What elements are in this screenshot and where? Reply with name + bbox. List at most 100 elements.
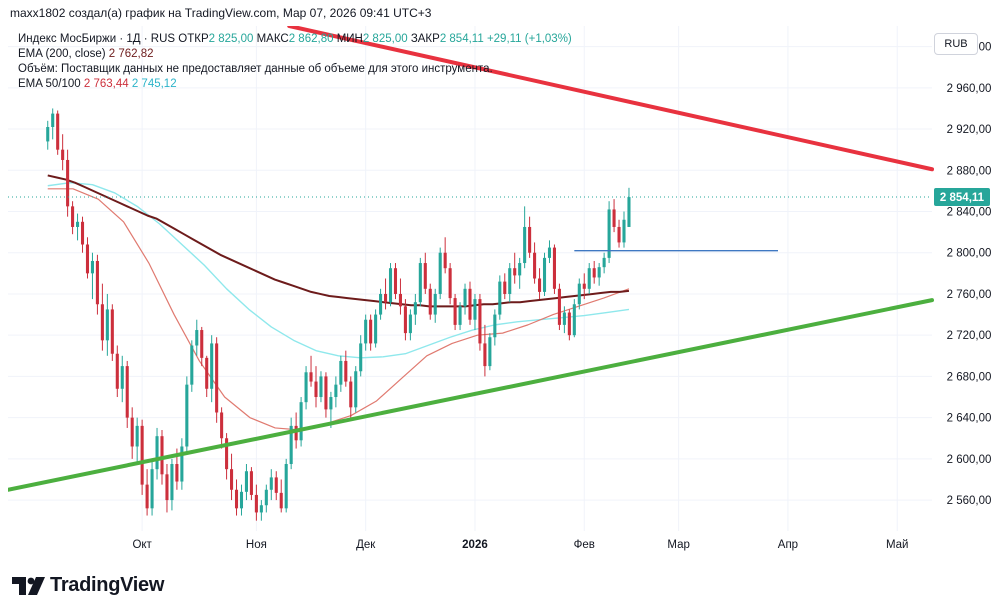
- price-chart[interactable]: 3 000,002 960,002 920,002 880,002 840,00…: [6, 24, 998, 556]
- ema100-line: [47, 181, 630, 359]
- candle-body: [592, 268, 596, 278]
- moving-averages: [47, 174, 630, 431]
- candle-body: [165, 474, 169, 501]
- price-tick-label: 2 600,00: [947, 454, 992, 466]
- candle-body: [393, 268, 398, 294]
- candle-body: [602, 257, 606, 268]
- candle-body: [612, 209, 616, 227]
- candle-body: [344, 360, 348, 382]
- time-tick-label: Фев: [574, 539, 595, 551]
- legend-ema200-row[interactable]: EMA (200, close) 2 762,82: [18, 47, 572, 62]
- candle-body: [513, 268, 517, 276]
- candle-body: [249, 471, 253, 495]
- candle-body: [120, 366, 124, 389]
- candle-body: [230, 469, 234, 490]
- price-tick-label: 2 560,00: [947, 495, 992, 507]
- candle-body: [542, 257, 547, 292]
- candle-body: [398, 293, 402, 307]
- candle-body: [234, 489, 239, 509]
- candle-body: [185, 384, 189, 447]
- ema200-value: 2 762,82: [108, 48, 154, 60]
- candle-body: [155, 436, 159, 470]
- candle-body: [463, 288, 467, 307]
- candle-body: [577, 283, 581, 305]
- candle-body: [483, 343, 487, 367]
- candle-body: [622, 219, 626, 243]
- high-value: 2 862,80: [288, 33, 334, 45]
- ema50-value: 2 763,44: [83, 78, 129, 90]
- tradingview-logo[interactable]: TradingView: [12, 574, 164, 597]
- open-value: 2 825,00: [208, 33, 254, 45]
- candle-body: [582, 283, 586, 289]
- candle-body: [269, 477, 273, 490]
- candle-body: [384, 293, 388, 303]
- candle-body: [607, 209, 611, 258]
- legend-ema50-100-row[interactable]: EMA 50/100 2 763,44 2 745,12: [18, 77, 572, 92]
- time-tick-label: Май: [886, 539, 909, 551]
- last-price-badge: [934, 187, 990, 206]
- candle-body: [448, 268, 452, 299]
- candle-body: [264, 489, 268, 506]
- chart-credit: maxx1802 создал(а) график на TradingView…: [10, 6, 432, 20]
- candle-body: [279, 492, 283, 509]
- trend-lines: [6, 24, 934, 492]
- candle-body: [413, 302, 417, 315]
- candle-body: [195, 330, 199, 346]
- candle-body: [90, 260, 94, 274]
- currency-button[interactable]: RUB: [934, 33, 978, 55]
- price-axis: 3 000,002 960,002 920,002 880,002 840,00…: [934, 42, 991, 507]
- candle-body: [428, 288, 432, 315]
- candle-body: [160, 436, 164, 475]
- low-value: 2 825,00: [362, 33, 408, 45]
- candle-body: [110, 309, 114, 354]
- candle-body: [523, 226, 527, 264]
- candle-body: [210, 343, 214, 389]
- price-tick-label: 2 880,00: [947, 165, 992, 177]
- candle-body: [76, 221, 80, 227]
- price-tick-label: 2 960,00: [947, 83, 992, 95]
- chart-area[interactable]: 3 000,002 960,002 920,002 880,002 840,00…: [6, 24, 998, 556]
- close-value: 2 854,11: [439, 33, 484, 45]
- candle-body: [289, 425, 293, 465]
- candle-body: [379, 293, 383, 315]
- candle-body: [71, 206, 75, 227]
- chart-legend: Индекс МосБиржи · 1Д · RUS ОТКР2 825,00 …: [18, 32, 572, 92]
- candle-body: [190, 345, 194, 385]
- candle-body: [552, 247, 556, 289]
- candle-body: [433, 293, 437, 315]
- candle-body: [567, 312, 571, 336]
- price-tick-label: 2 920,00: [947, 124, 992, 136]
- candle-body: [309, 372, 313, 382]
- candle-body: [200, 330, 204, 358]
- candle-body: [145, 484, 149, 509]
- time-tick-label: Мар: [667, 539, 690, 551]
- support-line: [6, 298, 934, 492]
- legend-volume-row: Объём: Поставщик данных не предоставляет…: [18, 62, 572, 77]
- ema100-value: 2 745,12: [131, 78, 177, 90]
- candle-body: [51, 113, 55, 127]
- candle-body: [254, 494, 258, 513]
- candle-body: [443, 252, 447, 269]
- candle-body: [299, 402, 303, 441]
- candle-body: [349, 381, 353, 408]
- candle-body: [46, 127, 50, 142]
- grid: [8, 26, 932, 531]
- tradingview-logo-icon: [12, 576, 45, 595]
- price-tick-label: 2 800,00: [947, 248, 992, 260]
- symbol-name[interactable]: Индекс МосБиржи · 1Д · RUS: [18, 33, 176, 45]
- candle-body: [453, 298, 457, 325]
- candle-body: [403, 306, 407, 334]
- candle-body: [518, 263, 522, 276]
- candle-body: [533, 252, 537, 279]
- candle-body: [314, 381, 318, 398]
- candle-body: [135, 425, 139, 447]
- time-tick-label: Дек: [356, 539, 376, 551]
- candle-body: [364, 319, 368, 344]
- candle-body: [100, 304, 104, 341]
- candle-body: [334, 384, 338, 398]
- candle-body: [239, 491, 244, 509]
- candle-body: [478, 299, 482, 344]
- time-axis: Окт Ноя Дек 2026 Фев Мар Апр Май: [132, 539, 908, 551]
- candle-body: [66, 159, 70, 207]
- price-tick-label: 2 760,00: [947, 289, 992, 301]
